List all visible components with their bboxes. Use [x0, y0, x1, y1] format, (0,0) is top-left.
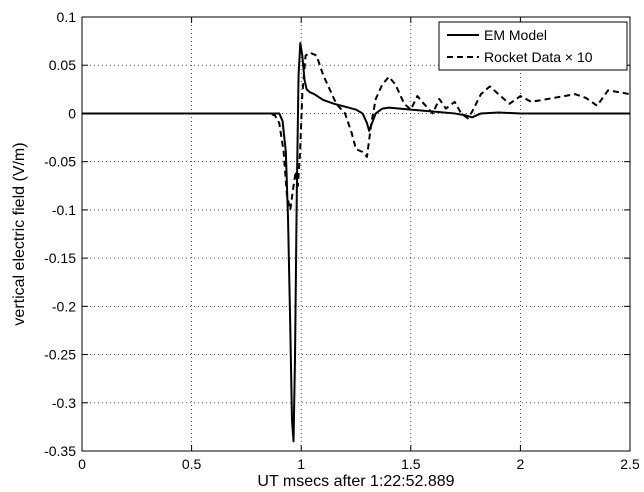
- y-tick-label: -0.1: [52, 202, 76, 218]
- series-line-rocket-data: [82, 51, 631, 211]
- legend-label-rocket-data: Rocket Data × 10: [484, 49, 593, 65]
- x-tick-label: 1: [297, 456, 305, 472]
- legend-label-em-model: EM Model: [484, 27, 547, 43]
- y-tick-label: 0.1: [57, 9, 77, 25]
- y-tick-label: -0.05: [44, 154, 76, 170]
- x-tick-label: 0.5: [182, 456, 202, 472]
- x-tick-label: 0: [78, 456, 86, 472]
- y-tick-label: -0.2: [52, 298, 76, 314]
- plot-frame: [81, 16, 631, 452]
- legend-box: [438, 21, 628, 71]
- y-tick-label: 0.05: [49, 57, 76, 73]
- y-tick-label: -0.35: [44, 443, 76, 459]
- y-tick-label: -0.15: [44, 250, 76, 266]
- x-tick-label: 2: [517, 456, 525, 472]
- series-line-em-model: [82, 42, 630, 443]
- y-tick-label: -0.3: [52, 395, 76, 411]
- x-axis-title: UT msecs after 1:22:52.889: [257, 473, 454, 490]
- legend: EM Model Rocket Data × 10: [438, 21, 628, 71]
- axis-ticks: 0 0.5 1 1.5 2 2.5 -0.35 -0.3 -0.25 -0.2 -0.15 -0.1 -…: [44, 9, 640, 472]
- y-tick-label: -0.25: [44, 347, 76, 363]
- series-layer: [82, 42, 631, 443]
- x-tick-label: 1.5: [401, 456, 421, 472]
- y-tick-label: 0: [68, 105, 76, 121]
- x-tick-label: 2.5: [620, 456, 640, 472]
- y-axis-title: vertical electric field (V/m): [11, 142, 28, 325]
